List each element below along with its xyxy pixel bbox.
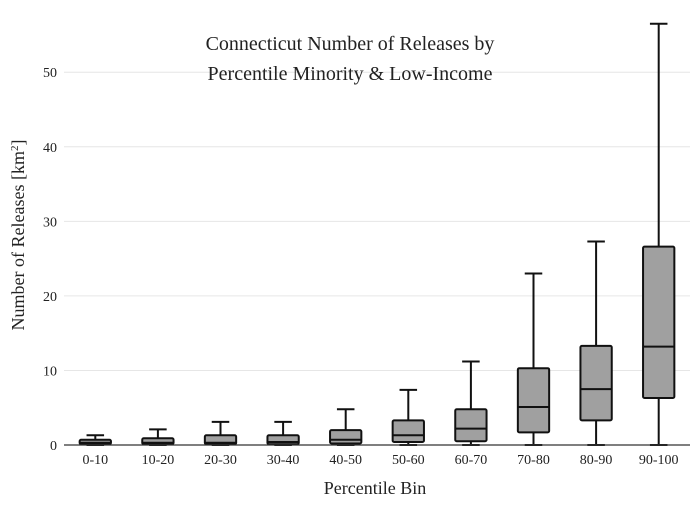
x-tick-label: 60-70 [455,453,488,468]
x-tick-label: 90-100 [639,453,679,468]
box-80-90 [579,240,613,446]
box-90-100 [642,22,676,446]
y-tick-label: 40 [43,141,57,156]
y-tick-label: 30 [43,215,57,230]
y-tick-label: 50 [43,66,57,81]
y-axis-title: Number of Releases [km2] [8,140,28,331]
axes: 0 10 20 30 40 50 0-10 10-20 20-30 30-40 40-50 50-60… [43,66,690,468]
x-tick-label: 0-10 [82,453,108,468]
x-tick-label: 80-90 [580,453,613,468]
chart-title-line-1: Connecticut Number of Releases by [206,33,495,55]
x-tick-label: 70-80 [517,453,550,468]
x-tick-label: 30-40 [267,453,300,468]
box-60-70 [454,360,488,446]
iqr-box [642,245,676,400]
y-axis-title-main: Number of Releases [km [8,151,28,330]
box-20-30 [203,420,238,446]
boxes [78,22,676,446]
chart-title-line-2: Percentile Minority & Low-Income [208,63,493,85]
x-tick-label: 20-30 [204,453,237,468]
y-tick-label: 0 [50,439,57,454]
x-tick-label: 10-20 [142,453,175,468]
y-tick-label: 10 [43,364,57,379]
box-50-60 [391,388,425,446]
x-tick-label: 40-50 [329,453,362,468]
y-tick-label: 20 [43,290,57,305]
box-30-40 [266,420,300,446]
x-tick-label: 50-60 [392,453,425,468]
iqr-box [579,344,613,422]
box-0-10 [78,434,112,446]
box-10-20 [141,428,175,446]
iqr-box [454,408,488,443]
y-axis-title-superscript: 2 [9,146,21,152]
iqr-box [391,419,425,444]
iqr-box [329,429,363,445]
box-70-80 [516,272,551,446]
x-axis-title: Percentile Bin [324,478,426,498]
y-axis-title-end: ] [8,140,28,146]
box-40-50 [329,408,363,446]
iqr-box [516,367,551,434]
